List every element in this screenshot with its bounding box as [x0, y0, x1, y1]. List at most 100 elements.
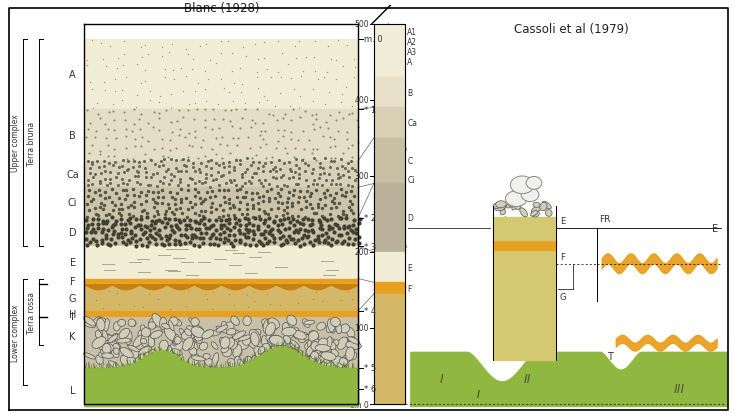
Ellipse shape — [276, 353, 285, 359]
Text: Blanc (1928): Blanc (1928) — [184, 2, 259, 15]
Ellipse shape — [209, 330, 221, 336]
Ellipse shape — [149, 353, 158, 361]
Ellipse shape — [346, 327, 355, 339]
Ellipse shape — [545, 210, 552, 217]
Ellipse shape — [329, 342, 336, 350]
Ellipse shape — [520, 208, 528, 217]
Ellipse shape — [140, 349, 146, 356]
Ellipse shape — [346, 342, 361, 349]
Text: m. 0: m. 0 — [364, 36, 383, 44]
Text: I: I — [440, 372, 444, 385]
Ellipse shape — [190, 340, 198, 350]
Ellipse shape — [329, 351, 335, 357]
Ellipse shape — [128, 345, 139, 352]
Ellipse shape — [102, 353, 113, 358]
Ellipse shape — [262, 319, 272, 328]
Ellipse shape — [102, 319, 109, 332]
Ellipse shape — [252, 338, 258, 343]
Ellipse shape — [310, 356, 316, 363]
Text: * 3: * 3 — [364, 242, 377, 251]
Ellipse shape — [150, 331, 162, 339]
Ellipse shape — [513, 200, 519, 208]
Ellipse shape — [101, 334, 111, 344]
Ellipse shape — [237, 359, 244, 369]
Ellipse shape — [265, 359, 271, 366]
Ellipse shape — [531, 211, 539, 218]
Text: Lower complex: Lower complex — [11, 303, 20, 361]
Ellipse shape — [270, 321, 276, 336]
Ellipse shape — [149, 318, 158, 327]
Text: cm 0: cm 0 — [350, 399, 369, 408]
Ellipse shape — [192, 329, 202, 337]
Ellipse shape — [326, 356, 339, 363]
Ellipse shape — [249, 330, 261, 342]
Ellipse shape — [307, 337, 314, 347]
Ellipse shape — [323, 355, 330, 363]
Ellipse shape — [506, 191, 527, 207]
Ellipse shape — [212, 342, 218, 349]
Text: A: A — [69, 70, 76, 80]
Ellipse shape — [336, 357, 351, 363]
Ellipse shape — [199, 342, 208, 350]
Ellipse shape — [346, 347, 354, 361]
Ellipse shape — [104, 337, 117, 348]
Ellipse shape — [232, 331, 245, 339]
Ellipse shape — [497, 203, 506, 211]
Ellipse shape — [332, 356, 346, 368]
Text: E: E — [69, 258, 76, 268]
Ellipse shape — [270, 335, 284, 346]
Ellipse shape — [290, 347, 297, 355]
Ellipse shape — [99, 352, 105, 358]
Ellipse shape — [336, 323, 342, 334]
Ellipse shape — [236, 347, 242, 357]
Ellipse shape — [295, 350, 302, 359]
Ellipse shape — [193, 320, 198, 330]
Ellipse shape — [232, 330, 240, 339]
Ellipse shape — [148, 322, 156, 330]
Ellipse shape — [128, 319, 136, 327]
Ellipse shape — [533, 203, 540, 208]
Ellipse shape — [189, 347, 197, 355]
Ellipse shape — [106, 335, 116, 342]
Ellipse shape — [119, 328, 130, 339]
Text: 300: 300 — [354, 172, 369, 181]
Ellipse shape — [265, 323, 276, 336]
Text: 500: 500 — [354, 20, 369, 29]
Ellipse shape — [290, 340, 299, 348]
Ellipse shape — [276, 344, 285, 356]
Text: H: H — [69, 309, 77, 319]
Ellipse shape — [189, 318, 198, 325]
Ellipse shape — [226, 329, 236, 335]
Ellipse shape — [317, 323, 326, 330]
Ellipse shape — [293, 331, 301, 339]
Ellipse shape — [509, 201, 516, 208]
Ellipse shape — [283, 336, 291, 344]
Ellipse shape — [111, 350, 119, 358]
Ellipse shape — [293, 355, 301, 361]
Ellipse shape — [495, 204, 506, 211]
Ellipse shape — [191, 327, 205, 338]
Ellipse shape — [100, 346, 108, 356]
Ellipse shape — [500, 210, 506, 215]
Text: Terra bruna: Terra bruna — [27, 121, 36, 165]
Ellipse shape — [149, 349, 156, 358]
Text: B: B — [408, 88, 413, 97]
Ellipse shape — [205, 358, 214, 367]
Ellipse shape — [170, 317, 178, 326]
Ellipse shape — [539, 203, 547, 211]
Ellipse shape — [221, 346, 228, 353]
Text: A: A — [408, 58, 413, 67]
Ellipse shape — [120, 348, 133, 358]
Text: E: E — [408, 263, 412, 272]
Ellipse shape — [340, 324, 349, 333]
Ellipse shape — [243, 316, 251, 326]
Text: Cassoli et al (1979): Cassoli et al (1979) — [514, 23, 629, 36]
Ellipse shape — [180, 328, 186, 339]
Text: 100: 100 — [354, 324, 369, 332]
Ellipse shape — [311, 342, 320, 351]
Ellipse shape — [258, 347, 265, 354]
Text: E: E — [713, 223, 719, 233]
Ellipse shape — [250, 329, 261, 340]
Ellipse shape — [225, 338, 234, 349]
Ellipse shape — [113, 343, 120, 350]
